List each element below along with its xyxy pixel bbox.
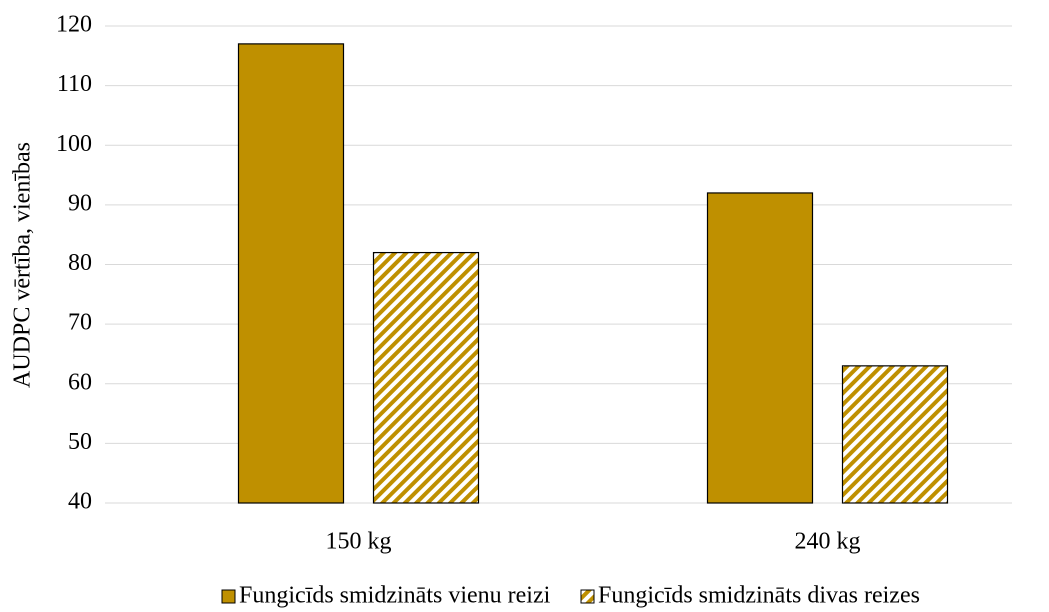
bar: [237, 43, 345, 504]
legend-swatch: [221, 589, 236, 604]
legend-label: Fungicīds smidzināts divas reizes: [598, 583, 920, 609]
bar: [841, 365, 949, 504]
y-tick-label: 50: [68, 429, 92, 455]
y-tick-label: 60: [68, 369, 92, 395]
legend-swatch: [580, 589, 595, 604]
y-tick-label: 80: [68, 250, 92, 276]
legend-label: Fungicīds smidzināts vienu reizi: [239, 583, 551, 609]
y-tick-label: 100: [56, 131, 92, 157]
x-tick-label: 150 kg: [326, 529, 392, 555]
y-tick-label: 70: [68, 310, 92, 336]
y-axis-label: AUDPC vērtība, vienības: [10, 142, 36, 388]
y-tick-label: 110: [57, 71, 92, 97]
bar: [372, 251, 480, 504]
y-tick-label: 40: [68, 489, 92, 515]
y-tick-label: 90: [68, 190, 92, 216]
bar: [706, 192, 814, 504]
x-tick-label: 240 kg: [795, 529, 861, 555]
y-tick-label: 120: [56, 12, 92, 38]
